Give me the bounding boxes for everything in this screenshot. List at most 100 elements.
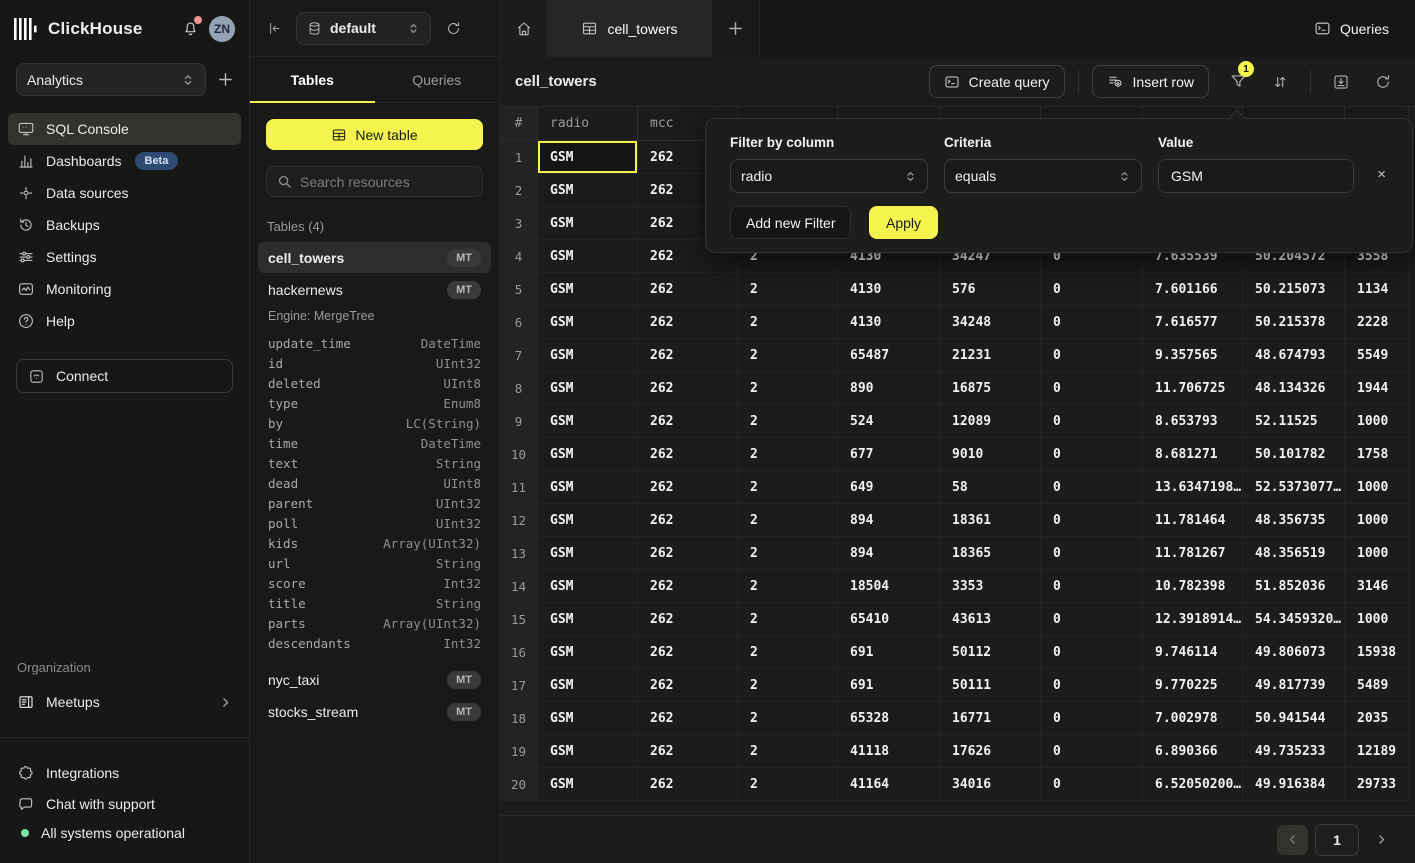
table-cell[interactable]: 691 xyxy=(838,636,940,669)
table-cell[interactable]: 11.781267 xyxy=(1143,537,1243,570)
table-cell[interactable]: 49.735233 xyxy=(1243,735,1345,768)
table-cell[interactable]: GSM xyxy=(538,603,638,636)
table-cell[interactable]: 0 xyxy=(1041,273,1143,306)
table-cell[interactable]: 6.52050200… xyxy=(1143,768,1243,801)
table-cell[interactable]: 2 xyxy=(738,438,838,471)
table-cell[interactable]: 34248 xyxy=(940,306,1041,339)
table-cell[interactable]: 262 xyxy=(638,339,738,372)
table-cell[interactable]: 52.11525 xyxy=(1243,405,1345,438)
table-cell[interactable]: 15938 xyxy=(1345,636,1409,669)
table-cell[interactable]: 48.356735 xyxy=(1243,504,1345,537)
home-tab[interactable] xyxy=(500,0,548,57)
table-cell[interactable]: 12.3918914… xyxy=(1143,603,1243,636)
table-cell[interactable]: 8.653793 xyxy=(1143,405,1243,438)
table-cell[interactable]: 2 xyxy=(738,504,838,537)
add-new-filter-button[interactable]: Add new Filter xyxy=(730,206,851,239)
apply-filter-button[interactable]: Apply xyxy=(869,206,938,239)
table-cell[interactable]: 34016 xyxy=(940,768,1041,801)
table-cell[interactable]: 65410 xyxy=(838,603,940,636)
table-cell[interactable]: 262 xyxy=(638,372,738,405)
table-cell[interactable]: 50.215073 xyxy=(1243,273,1345,306)
table-cell[interactable]: 18504 xyxy=(838,570,940,603)
table-cell[interactable]: 262 xyxy=(638,273,738,306)
table-cell[interactable]: 262 xyxy=(638,702,738,735)
table-cell[interactable]: 11.781464 xyxy=(1143,504,1243,537)
table-cell[interactable]: GSM xyxy=(538,735,638,768)
table-cell[interactable]: 524 xyxy=(838,405,940,438)
table-cell[interactable]: 262 xyxy=(638,735,738,768)
table-cell[interactable]: 49.817739 xyxy=(1243,669,1345,702)
table-cell[interactable]: GSM xyxy=(538,570,638,603)
table-cell[interactable]: 16771 xyxy=(940,702,1041,735)
table-cell[interactable]: 4130 xyxy=(838,306,940,339)
table-cell[interactable]: GSM xyxy=(538,372,638,405)
table-cell[interactable]: 8.681271 xyxy=(1143,438,1243,471)
table-cell[interactable]: 0 xyxy=(1041,636,1143,669)
table-cell[interactable]: GSM xyxy=(538,768,638,801)
table-cell[interactable]: 262 xyxy=(638,768,738,801)
table-item-cell-towers[interactable]: cell_towers MT xyxy=(258,242,491,273)
table-cell[interactable]: 576 xyxy=(940,273,1041,306)
table-cell[interactable]: 2 xyxy=(738,405,838,438)
column-header[interactable]: radio xyxy=(538,107,638,141)
sidebar-item-backups[interactable]: Backups xyxy=(8,209,241,241)
table-cell[interactable]: 0 xyxy=(1041,702,1143,735)
table-cell[interactable]: 1000 xyxy=(1345,504,1409,537)
table-cell[interactable]: 1944 xyxy=(1345,372,1409,405)
table-cell[interactable]: 262 xyxy=(638,306,738,339)
tab-cell-towers[interactable]: cell_towers xyxy=(548,0,712,57)
table-cell[interactable]: 0 xyxy=(1041,603,1143,636)
table-cell[interactable]: 5549 xyxy=(1345,339,1409,372)
table-cell[interactable]: 50.215378 xyxy=(1243,306,1345,339)
table-cell[interactable]: 5489 xyxy=(1345,669,1409,702)
table-cell[interactable]: 6.890366 xyxy=(1143,735,1243,768)
table-cell[interactable]: 1000 xyxy=(1345,405,1409,438)
table-cell[interactable]: GSM xyxy=(538,273,638,306)
search-input[interactable] xyxy=(300,174,481,190)
table-cell[interactable]: GSM xyxy=(538,702,638,735)
tab-queries[interactable]: Queries xyxy=(375,57,500,102)
table-item-hackernews[interactable]: hackernews MT xyxy=(258,274,491,305)
table-cell[interactable]: 9.770225 xyxy=(1143,669,1243,702)
table-cell[interactable]: 7.601166 xyxy=(1143,273,1243,306)
page-number-input[interactable] xyxy=(1315,824,1359,856)
search-resources[interactable] xyxy=(266,166,483,197)
table-cell[interactable]: 16875 xyxy=(940,372,1041,405)
table-cell[interactable]: 2 xyxy=(738,471,838,504)
table-cell[interactable]: 262 xyxy=(638,570,738,603)
table-cell[interactable]: 262 xyxy=(638,471,738,504)
collapse-panel-icon[interactable] xyxy=(266,20,283,37)
table-cell[interactable]: 0 xyxy=(1041,471,1143,504)
table-cell[interactable]: 0 xyxy=(1041,768,1143,801)
database-select[interactable]: default xyxy=(296,12,431,45)
table-cell[interactable]: GSM xyxy=(538,504,638,537)
table-cell[interactable]: 18365 xyxy=(940,537,1041,570)
table-cell[interactable]: 50111 xyxy=(940,669,1041,702)
table-cell[interactable]: GSM xyxy=(538,405,638,438)
table-cell[interactable]: 50.941544 xyxy=(1243,702,1345,735)
table-cell[interactable]: 894 xyxy=(838,537,940,570)
workspace-select[interactable]: Analytics xyxy=(16,63,206,96)
table-cell[interactable]: 9.746114 xyxy=(1143,636,1243,669)
table-cell[interactable]: 49.806073 xyxy=(1243,636,1345,669)
remove-filter-button[interactable]: × xyxy=(1377,167,1386,182)
table-cell[interactable]: 1000 xyxy=(1345,537,1409,570)
table-cell[interactable]: 7.002978 xyxy=(1143,702,1243,735)
table-cell[interactable]: 2 xyxy=(738,273,838,306)
table-cell[interactable]: GSM xyxy=(538,537,638,570)
table-cell[interactable]: 2 xyxy=(738,636,838,669)
table-cell[interactable]: 0 xyxy=(1041,438,1143,471)
download-button[interactable] xyxy=(1324,65,1358,98)
queries-button[interactable]: Queries xyxy=(1314,20,1389,37)
filter-button[interactable]: 1 xyxy=(1221,65,1255,98)
table-cell[interactable]: 29733 xyxy=(1345,768,1409,801)
next-page-button[interactable] xyxy=(1366,825,1397,855)
table-cell[interactable]: 1758 xyxy=(1345,438,1409,471)
table-cell[interactable]: 0 xyxy=(1041,537,1143,570)
table-cell[interactable]: GSM xyxy=(538,669,638,702)
table-cell[interactable]: 17626 xyxy=(940,735,1041,768)
table-cell[interactable]: 262 xyxy=(638,537,738,570)
table-cell[interactable]: 48.356519 xyxy=(1243,537,1345,570)
table-cell[interactable]: 1000 xyxy=(1345,603,1409,636)
table-cell[interactable]: 2 xyxy=(738,702,838,735)
